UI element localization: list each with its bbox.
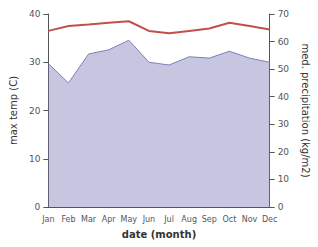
svg-text:med. precipitation (kg/m2): med. precipitation (kg/m2) xyxy=(300,43,311,177)
svg-text:0: 0 xyxy=(35,202,41,212)
svg-text:Jul: Jul xyxy=(163,215,174,224)
svg-text:0: 0 xyxy=(278,202,284,212)
svg-text:20: 20 xyxy=(29,106,41,116)
svg-text:Sep: Sep xyxy=(202,215,217,224)
svg-text:Jan: Jan xyxy=(41,215,54,224)
svg-text:Mar: Mar xyxy=(81,215,97,224)
svg-text:date (month): date (month) xyxy=(122,229,196,240)
svg-text:Jun: Jun xyxy=(142,215,156,224)
svg-text:Apr: Apr xyxy=(102,215,117,224)
svg-text:Nov: Nov xyxy=(242,215,258,224)
svg-text:20: 20 xyxy=(278,147,290,157)
svg-text:10: 10 xyxy=(278,174,290,184)
svg-text:40: 40 xyxy=(278,92,290,102)
svg-text:Aug: Aug xyxy=(181,215,197,224)
svg-text:10: 10 xyxy=(29,154,41,164)
svg-text:50: 50 xyxy=(278,64,290,74)
svg-text:Feb: Feb xyxy=(61,215,75,224)
svg-text:70: 70 xyxy=(278,9,290,19)
svg-text:Dec: Dec xyxy=(262,215,277,224)
svg-text:Oct: Oct xyxy=(222,215,236,224)
svg-text:30: 30 xyxy=(29,57,41,67)
svg-text:30: 30 xyxy=(278,119,290,129)
svg-text:60: 60 xyxy=(278,37,290,47)
svg-text:max temp (C): max temp (C) xyxy=(8,76,19,145)
svg-text:40: 40 xyxy=(29,9,41,19)
svg-text:May: May xyxy=(121,215,138,224)
